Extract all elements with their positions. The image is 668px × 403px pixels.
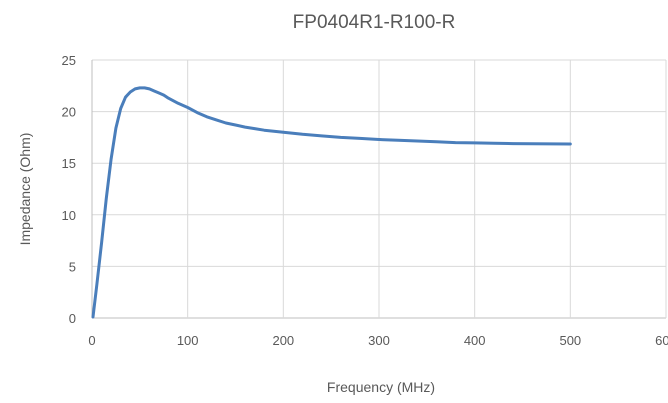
series-layer <box>91 86 572 319</box>
y-tick-label: 15 <box>62 156 76 171</box>
x-tick-label: 100 <box>177 333 199 348</box>
impedance-series-line <box>91 86 572 319</box>
x-tick-label: 600 <box>655 333 668 348</box>
x-tick-labels: 0 100 200 300 400 500 600 <box>88 333 668 348</box>
y-tick-labels: 0 5 10 15 20 25 <box>62 53 76 326</box>
x-tick-label: 500 <box>559 333 581 348</box>
x-tick-label: 200 <box>272 333 294 348</box>
y-tick-label: 10 <box>62 208 76 223</box>
grid <box>91 59 667 319</box>
y-axis-label: Impedance (Ohm) <box>17 133 33 246</box>
x-tick-label: 0 <box>88 333 95 348</box>
x-axis-label: Frequency (MHz) <box>327 379 435 395</box>
y-tick-label: 25 <box>62 53 76 68</box>
x-tick-label: 400 <box>464 333 486 348</box>
y-tick-label: 5 <box>69 259 76 274</box>
x-tick-label: 300 <box>368 333 390 348</box>
y-tick-label: 0 <box>69 311 76 326</box>
chart-title: FP0404R1-R100-R <box>293 12 456 33</box>
y-tick-label: 20 <box>62 105 76 120</box>
